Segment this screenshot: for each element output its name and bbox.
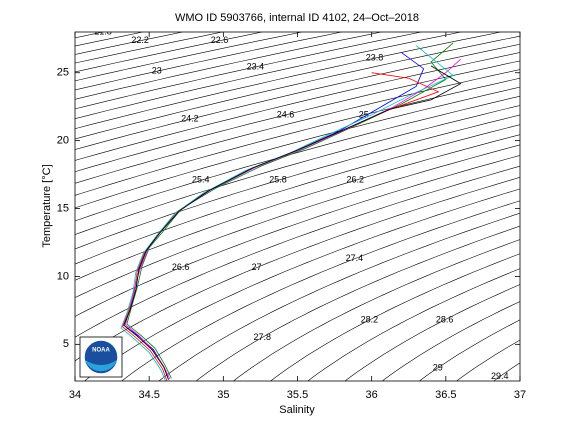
contour-label: 25.8: [269, 175, 287, 185]
contour-label: 22.2: [131, 35, 149, 45]
contour-label: 29: [433, 362, 443, 372]
profile-line: [120, 45, 454, 381]
density-contour: [344, 284, 520, 381]
x-tick-label: 37: [514, 389, 526, 401]
density-contour: [75, 165, 520, 338]
density-contour: [531, 32, 576, 381]
y-tick-label: 25: [57, 67, 69, 79]
density-contour: [75, 77, 520, 196]
contour-label: 27.8: [254, 332, 272, 342]
contour-label: 26.2: [347, 175, 365, 185]
density-contour: [75, 35, 520, 140]
plot-area: [75, 32, 520, 381]
density-contour: [84, 188, 520, 381]
contour-label: 24.2: [181, 114, 199, 124]
density-contour: [419, 319, 520, 381]
density-contour: [75, 155, 520, 317]
x-axis-label: Salinity: [279, 404, 315, 416]
chart-title: WMO ID 5903766, internal ID 4102, 24–Oct…: [175, 12, 419, 24]
x-tick-label: 34.5: [138, 389, 159, 401]
y-tick-label: 5: [63, 338, 69, 350]
density-contour: [307, 268, 520, 381]
contour-label: 27.4: [346, 253, 364, 263]
contour-label: 25.4: [192, 175, 210, 185]
density-contour: [75, 105, 520, 235]
contour-layer: 21.8 22.2 22.6 23 23.4 23.8 24.2 24.6 25 25.4 25.8…: [75, 26, 576, 381]
density-contour: [75, 144, 520, 298]
contour-label: 25: [359, 109, 369, 119]
density-contour: [75, 134, 520, 281]
contour-label: 27: [252, 262, 262, 272]
density-contour: [270, 253, 520, 381]
density-contour: [75, 60, 520, 173]
x-tick-label: 36.5: [435, 389, 456, 401]
x-tick-label: 35.5: [287, 389, 308, 401]
density-contour: [195, 225, 520, 381]
contour-label: 21.8: [94, 26, 112, 36]
y-tick-label: 10: [57, 270, 69, 282]
noaa-logo: NOAA: [79, 336, 123, 378]
density-contour: [382, 301, 520, 381]
contour-label: 28.2: [361, 314, 379, 324]
x-tick-label: 36: [366, 389, 378, 401]
density-contour: [75, 95, 520, 222]
contour-label: 26.6: [172, 262, 190, 272]
density-contour: [75, 69, 520, 184]
density-contour: [75, 177, 520, 362]
density-contour: [121, 200, 520, 381]
profile-line: [123, 65, 462, 380]
y-tick-label: 20: [57, 135, 69, 147]
contour-label: 22.6: [211, 35, 229, 45]
x-tick-label: 34: [69, 389, 81, 401]
contour-label: 23: [152, 66, 162, 76]
contour-label: 29.4: [491, 371, 509, 381]
density-contour: [75, 86, 520, 209]
svg-text:NOAA: NOAA: [92, 348, 110, 354]
contour-label: 23.8: [366, 53, 384, 63]
profile-line: [126, 42, 454, 379]
contour-label: 23.4: [247, 61, 265, 71]
x-tick-label: 35: [217, 389, 229, 401]
profile-layer: [120, 42, 462, 381]
density-contour: [75, 52, 520, 161]
density-contour: [158, 212, 520, 381]
density-contour: [75, 32, 422, 110]
contour-label: 28.6: [436, 314, 454, 324]
density-contour: [75, 43, 520, 150]
density-contour: [233, 239, 520, 381]
density-contour: [75, 32, 501, 130]
density-contour: [75, 124, 520, 265]
density-contour: [75, 32, 382, 100]
y-axis-label: Temperature [°C]: [41, 164, 53, 247]
contour-label: 24.6: [277, 109, 295, 119]
density-contour: [75, 32, 461, 119]
density-contour: [75, 114, 520, 250]
y-tick-label: 15: [57, 202, 69, 214]
